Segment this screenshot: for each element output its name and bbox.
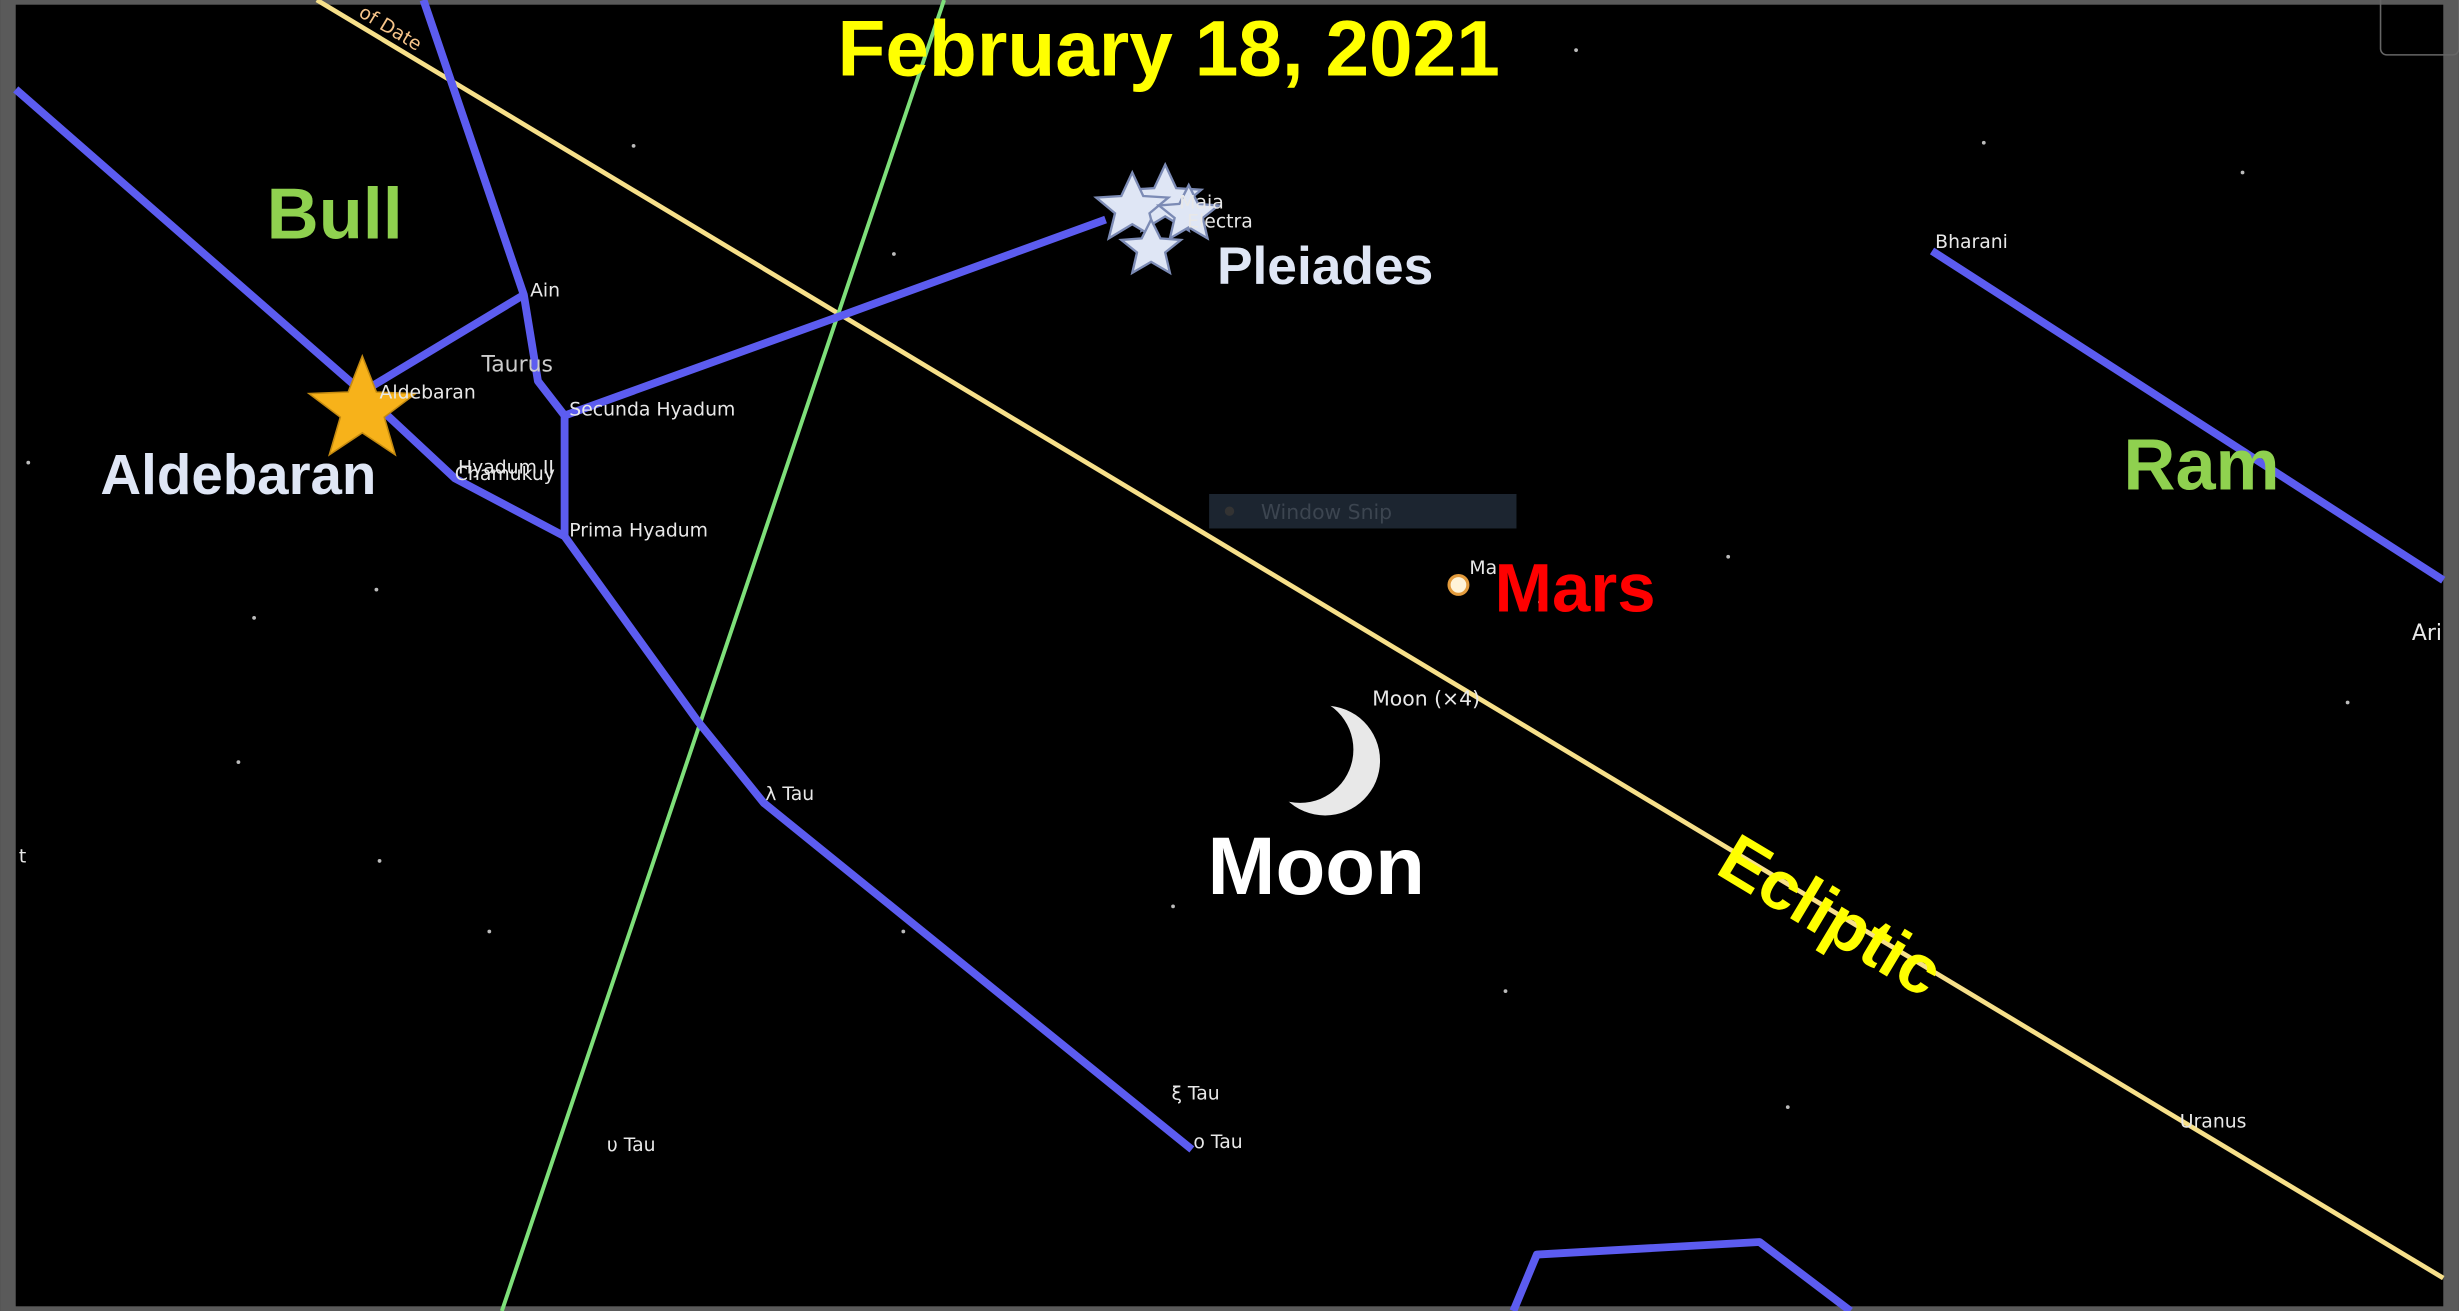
sky-label: Ain (530, 280, 560, 301)
sky-label: Taurus (480, 353, 552, 378)
title: February 18, 2021 (837, 4, 1499, 92)
sky-label: ξ Tau (1171, 1083, 1219, 1104)
sky-label: Ma (1469, 558, 1497, 579)
window-snip-label: Window Snip (1261, 500, 1392, 524)
sky-label: Chamukuy (455, 464, 555, 485)
mars-label: Mars (1495, 550, 1656, 627)
moon-label: Moon (1208, 821, 1425, 912)
pleiades-label: Pleiades (1217, 237, 1433, 296)
page: Window Snip February 18, 2021 Bull Aldeb… (0, 0, 2459, 1311)
sky-chart: Window Snip February 18, 2021 Bull Aldeb… (0, 0, 2459, 1311)
sky-label: Bharani (1935, 232, 2008, 253)
sky-label: Prima Hyadum (569, 520, 708, 541)
sky-label: Secunda Hyadum (569, 400, 735, 421)
sky-label: Aldebaran (380, 382, 476, 403)
moon-crescent (1270, 706, 1380, 816)
sky-label: Moon (×4) (1372, 687, 1480, 711)
aldebaran-label: Aldebaran (100, 443, 376, 506)
sky-label: Ari (2412, 621, 2442, 646)
sky-label: υ Tau (607, 1135, 656, 1156)
sky-label: Uranus (2180, 1112, 2247, 1133)
sky-label: t (19, 846, 26, 867)
snip-icon (1225, 507, 1234, 516)
ram-label: Ram (2123, 425, 2279, 505)
sky-label: ο Tau (1193, 1132, 1242, 1153)
mars-dot (1449, 576, 1468, 595)
sky-label: Electra (1187, 211, 1253, 232)
sky-label: λ Tau (765, 784, 814, 805)
bull-label: Bull (267, 174, 403, 254)
